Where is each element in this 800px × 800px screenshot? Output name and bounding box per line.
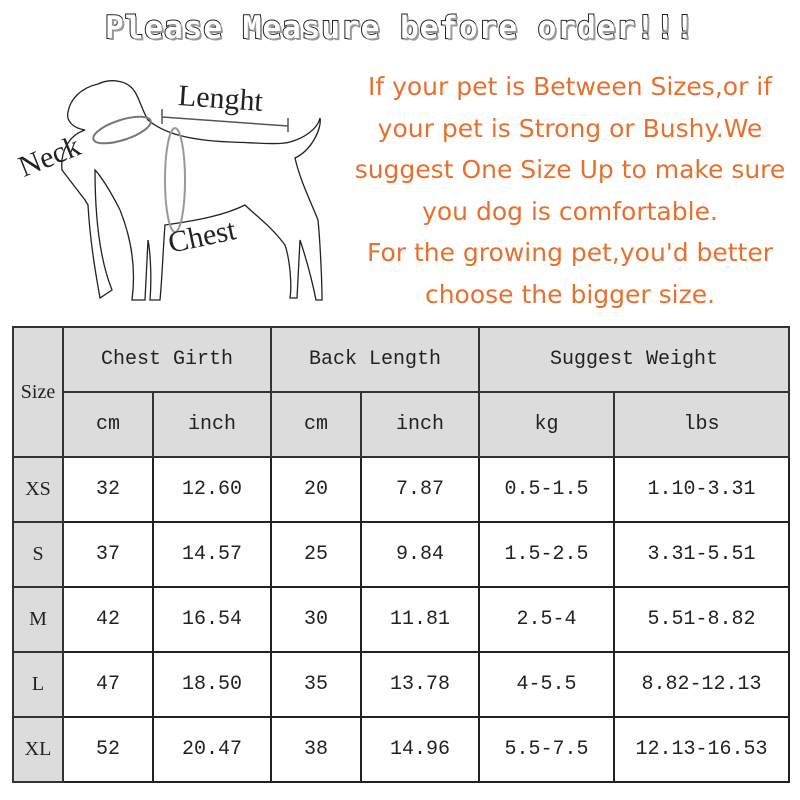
table-row: XS 32 12.60 20 7.87 0.5-1.5 1.10-3.31 [12,456,790,523]
value-cell: 5.5-7.5 [478,716,615,783]
value-cell: 16.54 [152,586,272,653]
table-row: XL 52 20.47 38 14.96 5.5-7.5 12.13-16.53 [12,716,790,783]
size-cell: XS [12,456,64,523]
notice-line: suggest One Size Up to make sure [354,155,786,184]
value-cell: 1.5-2.5 [478,521,615,588]
value-cell: 35 [270,651,362,718]
notice-line: you dog is comfortable. [422,196,718,226]
value-cell: 37 [62,521,154,588]
suggest-weight-header: Suggest Weight [478,326,790,393]
table-header-row: Size Chest Girth Back Length Suggest Wei… [12,326,790,458]
chest-girth-header: Chest Girth [62,326,272,393]
value-cell: 52 [62,716,154,783]
value-cell: 18.50 [152,651,272,718]
value-cell: 42 [62,586,154,653]
length-measure-line [161,109,289,132]
value-cell: 9.84 [360,521,480,588]
value-cell: 25 [270,521,362,588]
value-cell: 32 [62,456,154,523]
value-cell: 0.5-1.5 [478,456,615,523]
neck-measure-ring [92,115,152,145]
value-cell: 11.81 [360,586,480,653]
value-cell: 5.51-8.82 [613,586,790,653]
size-chart-table: Size Chest Girth Back Length Suggest Wei… [12,326,790,783]
length-label: Lenght [176,79,265,118]
size-header: Size [12,326,64,458]
dog-body-outline [61,80,323,301]
sizing-notice: If your pet is Between Sizes,or if your … [345,66,795,315]
value-cell: 12.60 [152,456,272,523]
value-cell: 8.82-12.13 [613,651,790,718]
unit-header: inch [360,391,480,458]
value-cell: 20.47 [152,716,272,783]
size-cell: L [12,651,64,718]
dog-outline-illustration [61,80,323,301]
table-row: S 37 14.57 25 9.84 1.5-2.5 3.31-5.51 [12,521,790,588]
unit-header: kg [478,391,615,458]
table-unit-row: cm inch cm inch kg lbs [13,391,790,458]
value-cell: 13.78 [360,651,480,718]
notice-line: your pet is Strong or Bushy.We [377,113,763,143]
size-cell: M [12,586,64,653]
value-cell: 4-5.5 [478,651,615,718]
unit-header: cm [270,391,362,458]
table-row: L 47 18.50 35 13.78 4-5.5 8.82-12.13 [12,651,790,718]
value-cell: 14.57 [152,521,272,588]
back-length-header: Back Length [270,326,480,393]
table-row: M 42 16.54 30 11.81 2.5-4 5.51-8.82 [12,586,790,653]
value-cell: 3.31-5.51 [613,521,790,588]
value-cell: 30 [270,586,362,653]
value-cell: 2.5-4 [478,586,615,653]
value-cell: 20 [270,456,362,523]
value-cell: 12.13-16.53 [613,716,790,783]
value-cell: 14.96 [360,716,480,783]
unit-header: inch [152,391,272,458]
size-cell: XL [12,716,64,783]
page-title: Please Measure before order!!! [104,9,695,47]
size-cell: S [12,521,64,588]
value-cell: 38 [270,716,362,783]
chest-measure-ring [164,127,186,233]
value-cell: 1.10-3.31 [613,456,790,523]
notice-line: If your pet is Between Sizes,or if [367,72,773,101]
unit-header: cm [62,391,154,458]
value-cell: 47 [62,651,154,718]
notice-line: For the growing pet,you'd better [366,238,774,267]
unit-header: lbs [613,391,790,458]
value-cell: 7.87 [360,456,480,523]
notice-line: choose the bigger size. [424,279,716,309]
